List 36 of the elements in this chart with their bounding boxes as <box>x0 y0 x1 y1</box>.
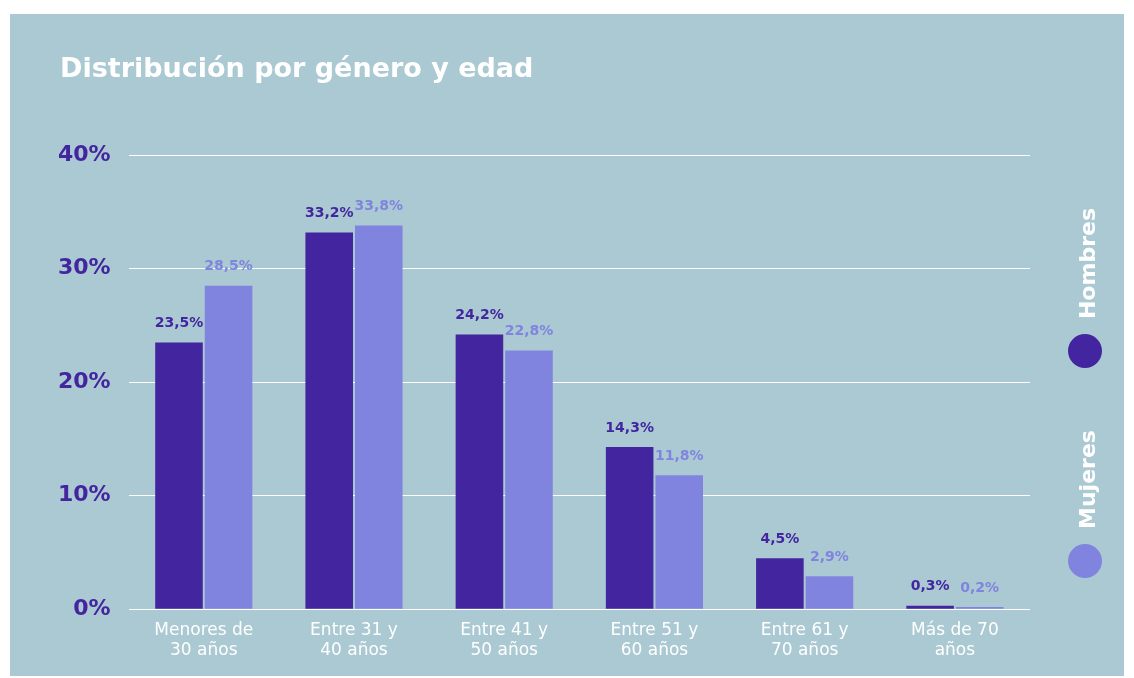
y-tick-label: 0% <box>73 594 111 620</box>
bar <box>756 558 804 609</box>
x-tick-label: Menores de 30 años <box>154 618 254 660</box>
bar <box>155 342 203 609</box>
data-label: 22,8% <box>504 322 554 339</box>
x-tick-label: Entre 51 y 60 años <box>610 618 699 660</box>
bar <box>906 605 954 609</box>
bar <box>455 334 504 609</box>
y-tick-label: 10% <box>57 481 111 507</box>
text: Hombres <box>1075 207 1101 320</box>
y-tick-label: 40% <box>57 140 111 166</box>
bar <box>204 285 253 609</box>
data-label: 4,5% <box>760 529 800 546</box>
bar <box>805 576 854 609</box>
bar <box>605 446 654 609</box>
bar <box>505 350 553 609</box>
x-tick-label: Entre 41 y 50 años <box>460 618 549 660</box>
data-label: 0,3% <box>910 577 950 594</box>
data-label: 33,8% <box>354 197 404 214</box>
x-tick-label: Entre 61 y 70 años <box>760 618 849 660</box>
data-label: 14,3% <box>605 418 654 435</box>
bar <box>305 232 353 609</box>
x-tick-label: Más de 70 años <box>911 618 999 660</box>
bar <box>655 475 704 609</box>
data-label: 23,5% <box>154 314 204 331</box>
text: Mujeres <box>1074 430 1100 529</box>
data-label: 0,2% <box>960 578 1000 595</box>
chart-title: Distribución por género y edad <box>60 52 534 83</box>
bar <box>354 225 403 609</box>
data-label: 24,2% <box>455 306 504 323</box>
data-label: 33,2% <box>304 204 354 221</box>
data-label: 2,9% <box>810 547 849 564</box>
y-tick-label: 30% <box>57 254 111 280</box>
y-tick-label: 20% <box>57 367 111 393</box>
data-label: 11,8% <box>654 446 704 463</box>
x-tick-label: Entre 31 y 40 años <box>310 618 398 660</box>
